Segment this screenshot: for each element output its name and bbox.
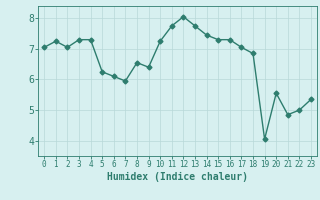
X-axis label: Humidex (Indice chaleur): Humidex (Indice chaleur) [107,172,248,182]
